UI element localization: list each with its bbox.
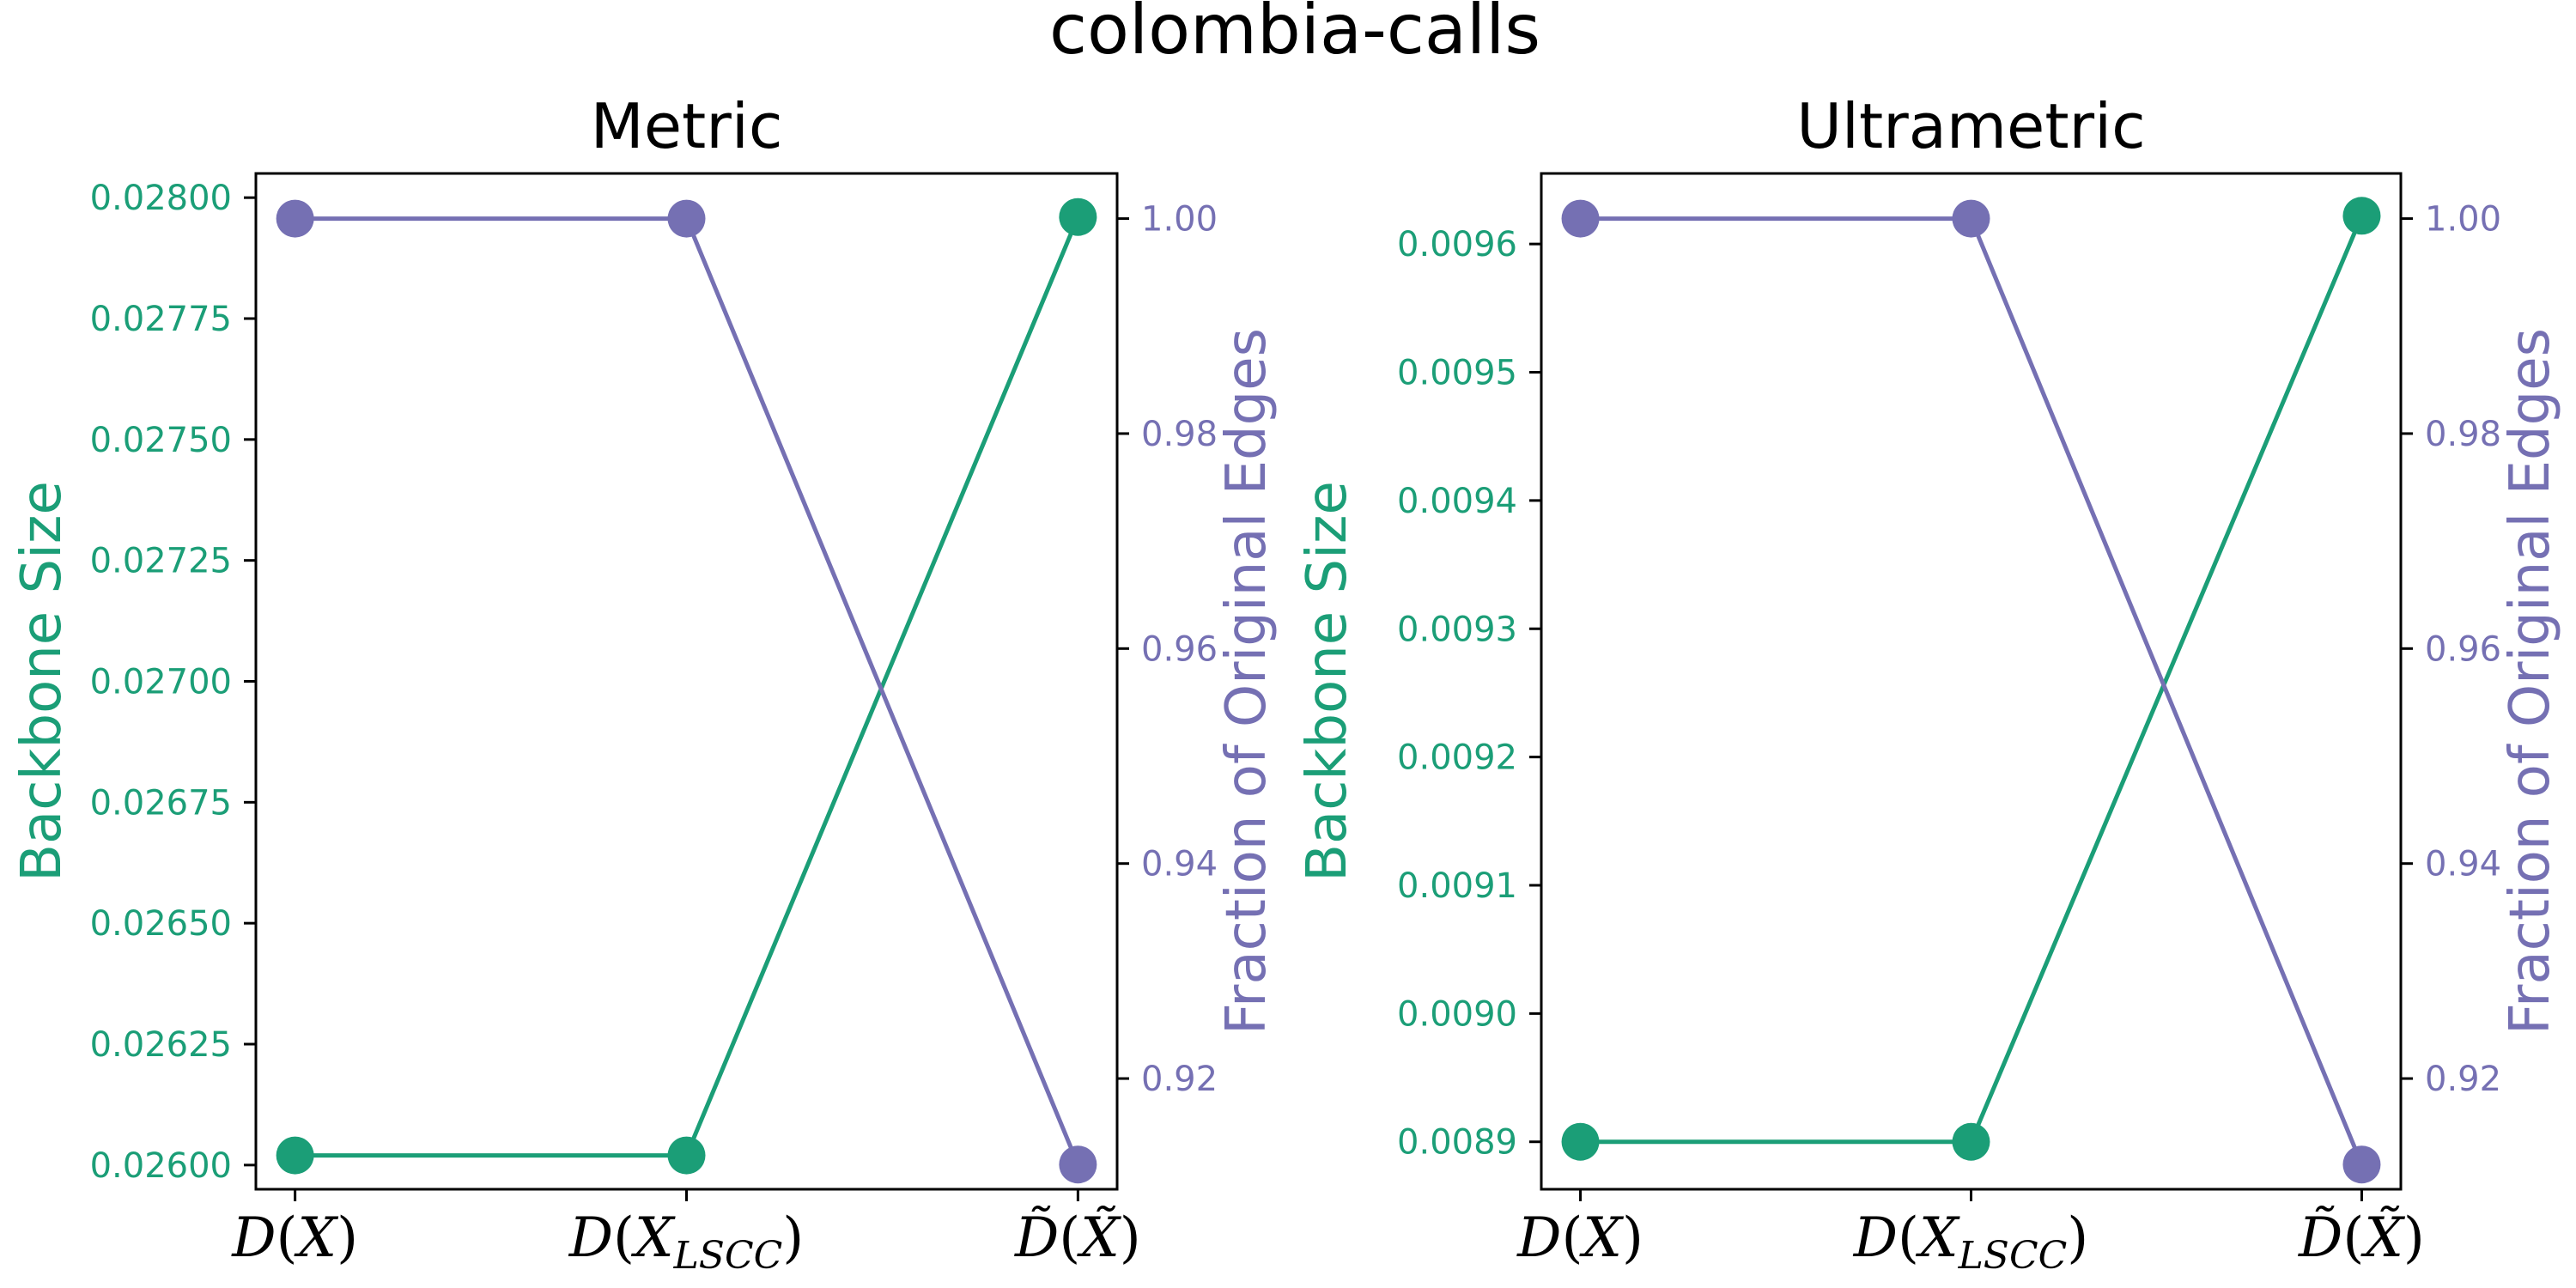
backbone-size-point bbox=[2342, 197, 2381, 235]
right-y-tick-label: 1.00 bbox=[2425, 200, 2501, 240]
backbone-size-point bbox=[1561, 1122, 1600, 1161]
fraction-edges-point bbox=[2342, 1145, 2381, 1184]
right-y-tick-label: 0.96 bbox=[1141, 629, 1218, 669]
backbone-size-point bbox=[1952, 1122, 1990, 1161]
chart-panels: Metric 0.02600 0.02625 0.02650 0.02675 0.0270… bbox=[10, 90, 2562, 1278]
fraction-edges-point bbox=[667, 199, 706, 238]
left-y-tick-label: 0.02625 bbox=[90, 1025, 232, 1065]
fraction-edges-point bbox=[276, 199, 314, 238]
left-y-tick-label: 0.0093 bbox=[1397, 610, 1517, 649]
figure-title: colombia-calls bbox=[1049, 0, 1540, 70]
left-y-tick-label: 0.02675 bbox=[90, 783, 232, 823]
chart-panel-2: Ultrametric 0.0089 0.0090 0.0091 0.0092 0.009… bbox=[1296, 90, 2562, 1278]
right-y-tick-label: 0.94 bbox=[2425, 845, 2501, 884]
left-y-tick-label: 0.02700 bbox=[90, 663, 232, 702]
backbone-size-point bbox=[667, 1136, 706, 1175]
x-tick-label: D̃(X̃) bbox=[1014, 1206, 1141, 1270]
plot-frame bbox=[254, 172, 1119, 1191]
fraction-edges-point bbox=[1059, 1145, 1097, 1184]
left-y-tick-label: 0.0094 bbox=[1397, 482, 1517, 521]
left-y-tick-label: 0.02600 bbox=[90, 1146, 232, 1186]
plot-frame bbox=[1540, 172, 2403, 1191]
x-tick-label: D(XLSCC) bbox=[1853, 1206, 2089, 1278]
left-y-tick-label: 0.02650 bbox=[90, 904, 232, 944]
x-tick-label: D(X) bbox=[1516, 1206, 1643, 1270]
chart-panel-1: Metric 0.02600 0.02625 0.02650 0.02675 0.0270… bbox=[10, 90, 1279, 1278]
right-y-axis-label: Fraction of Original Edges bbox=[2499, 328, 2562, 1035]
left-y-tick-label: 0.0092 bbox=[1397, 738, 1517, 778]
fraction-edges-point bbox=[1952, 199, 1990, 238]
panel-title: Ultrametric bbox=[1796, 90, 2146, 162]
right-y-tick-label: 0.96 bbox=[2425, 629, 2501, 669]
left-y-axis-label: Backbone Size bbox=[10, 481, 74, 882]
right-y-tick-label: 0.92 bbox=[2425, 1060, 2501, 1099]
left-y-tick-label: 0.0096 bbox=[1397, 225, 1517, 264]
right-y-tick-label: 0.98 bbox=[2425, 415, 2501, 454]
left-y-tick-label: 0.02725 bbox=[90, 542, 232, 581]
left-y-tick-label: 0.0095 bbox=[1397, 354, 1517, 393]
left-y-axis-label: Backbone Size bbox=[1296, 481, 1359, 882]
backbone-size-point bbox=[1059, 197, 1097, 236]
x-tick-label: D̃(X̃) bbox=[2298, 1206, 2425, 1270]
panel-title: Metric bbox=[591, 90, 783, 162]
left-y-tick-label: 0.02800 bbox=[90, 179, 232, 218]
x-tick-label: D(X) bbox=[231, 1206, 358, 1270]
right-y-axis-label: Fraction of Original Edges bbox=[1215, 328, 1279, 1035]
left-y-tick-label: 0.0091 bbox=[1397, 866, 1517, 906]
left-y-tick-label: 0.02750 bbox=[90, 421, 232, 460]
left-y-tick-label: 0.0090 bbox=[1397, 994, 1517, 1034]
x-tick-label: D(XLSCC) bbox=[568, 1206, 805, 1278]
backbone-size-point bbox=[276, 1136, 314, 1175]
right-y-tick-label: 0.98 bbox=[1141, 415, 1218, 454]
right-y-tick-label: 0.94 bbox=[1141, 845, 1218, 884]
left-y-tick-label: 0.02775 bbox=[90, 300, 232, 339]
right-y-tick-label: 0.92 bbox=[1141, 1060, 1218, 1099]
left-y-tick-label: 0.0089 bbox=[1397, 1123, 1517, 1163]
right-y-tick-label: 1.00 bbox=[1141, 200, 1218, 240]
fraction-edges-point bbox=[1561, 199, 1600, 238]
